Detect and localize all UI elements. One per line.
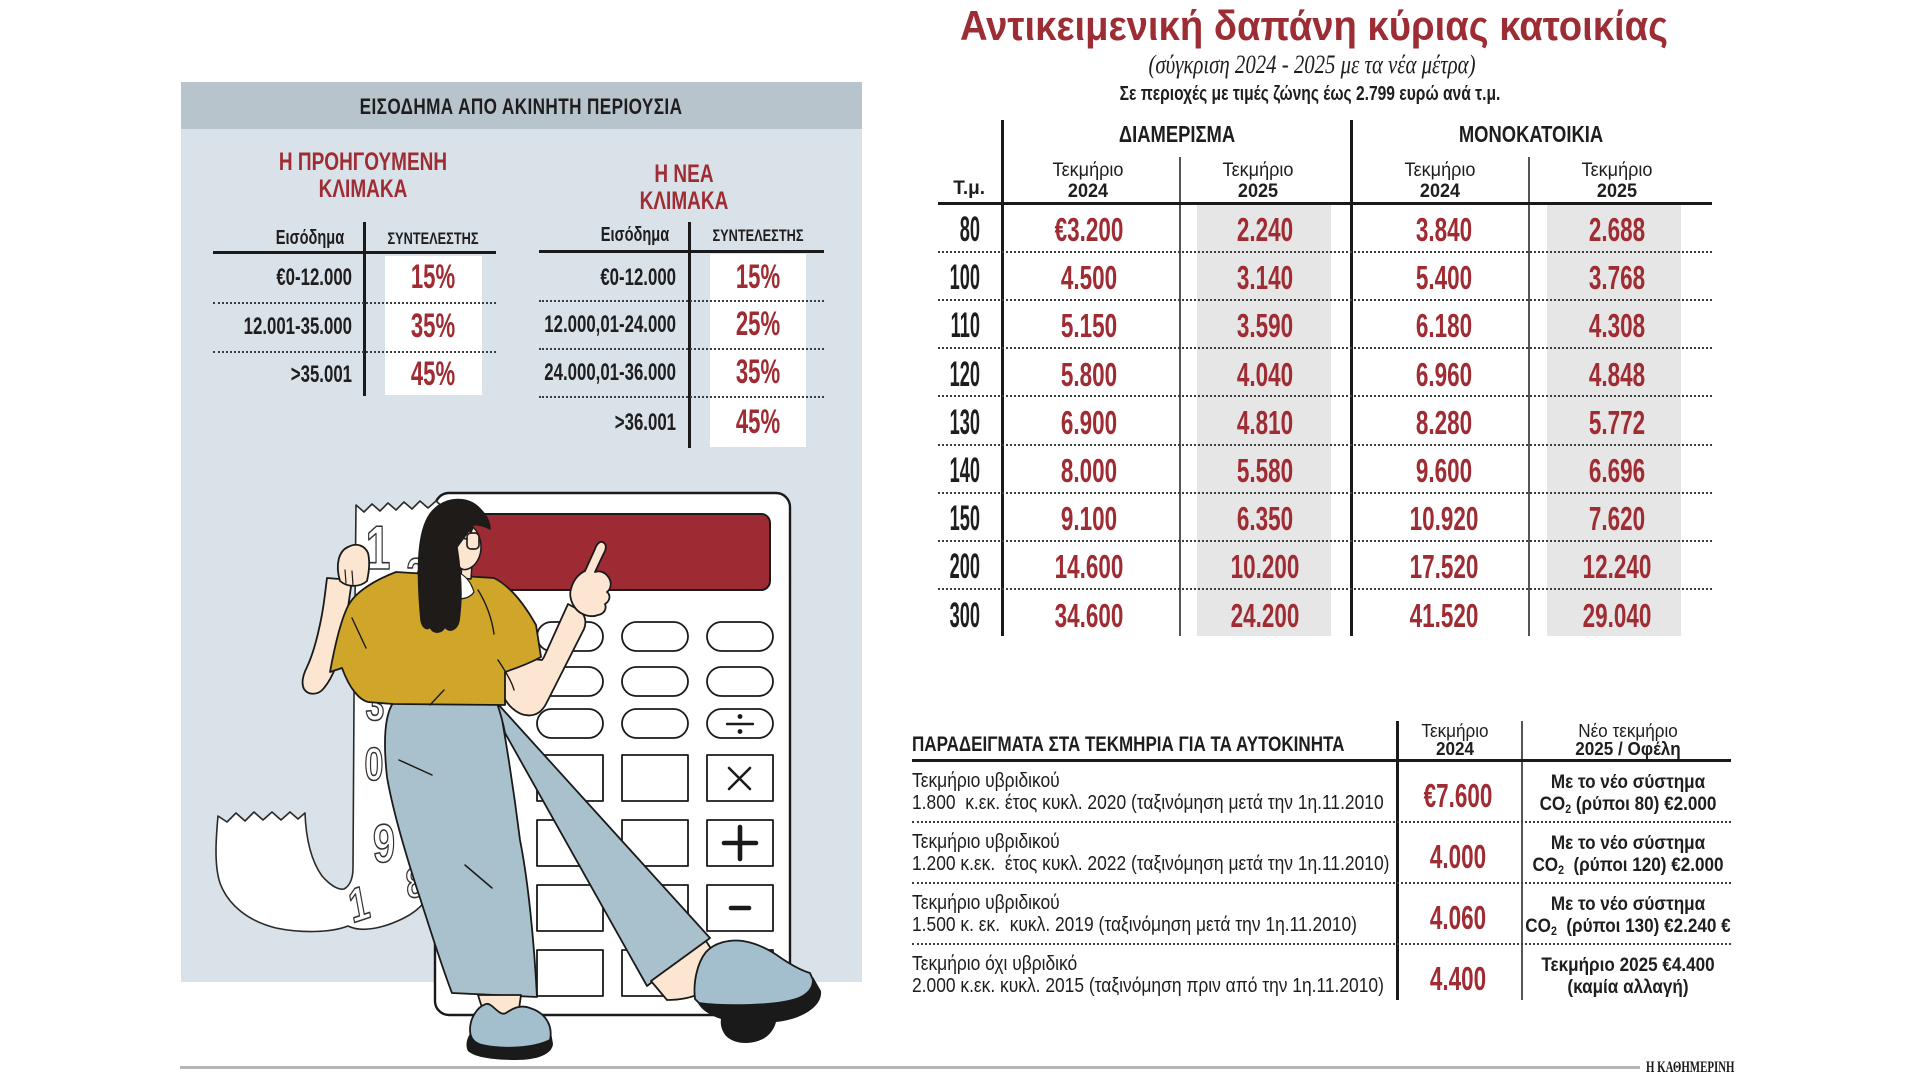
svg-text:0: 0 [365, 738, 384, 790]
svg-text:9: 9 [373, 814, 395, 874]
svg-text:1: 1 [366, 514, 391, 583]
